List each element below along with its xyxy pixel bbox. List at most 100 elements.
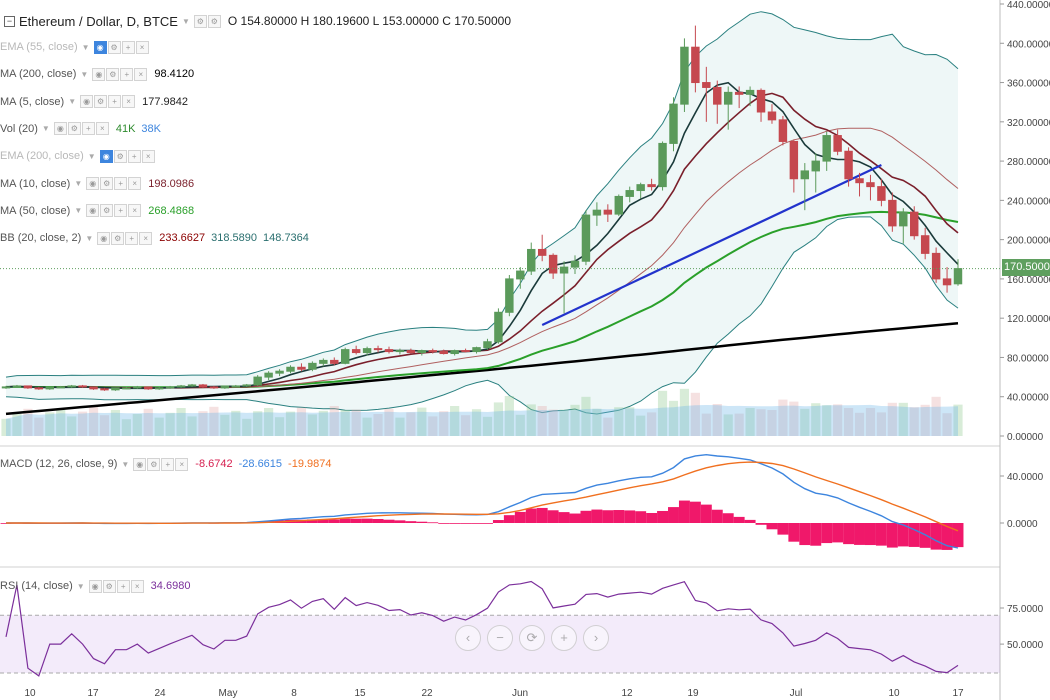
time-axis-label: 15 bbox=[354, 688, 366, 699]
settings-icon[interactable]: ⚙ bbox=[102, 579, 116, 593]
chevron-down-icon[interactable]: ▼ bbox=[87, 151, 96, 161]
chevron-down-icon[interactable]: ▼ bbox=[80, 69, 89, 79]
settings-icon[interactable]: ⚙ bbox=[100, 177, 114, 190]
scroll-left-button[interactable]: ‹ bbox=[455, 625, 481, 651]
chevron-down-icon[interactable]: ▼ bbox=[181, 16, 190, 26]
indicator-name[interactable]: MA (50, close) bbox=[0, 204, 71, 217]
macd-hist-bar bbox=[306, 519, 318, 523]
indicator-name[interactable]: MA (200, close) bbox=[0, 68, 77, 81]
eye-icon[interactable]: ◉ bbox=[86, 177, 100, 190]
volume-bar bbox=[406, 412, 416, 436]
close-icon[interactable]: × bbox=[135, 40, 149, 54]
chevron-down-icon[interactable]: ▼ bbox=[74, 206, 83, 216]
close-icon[interactable]: × bbox=[122, 95, 136, 109]
candle-body bbox=[734, 91, 744, 95]
candle-body bbox=[231, 385, 241, 388]
indicator-name[interactable]: MA (5, close) bbox=[0, 95, 65, 108]
indicator-name[interactable]: BB (20, close, 2) bbox=[0, 232, 82, 245]
chevron-down-icon[interactable]: ▼ bbox=[121, 459, 130, 469]
macd-hist-bar bbox=[580, 510, 592, 523]
volume-bar bbox=[439, 411, 449, 436]
volume-bar bbox=[12, 414, 22, 436]
scroll-right-button[interactable]: › bbox=[583, 625, 609, 651]
reset-chart-button[interactable]: ⟳ bbox=[519, 625, 545, 651]
settings-icon[interactable]: ⚙ bbox=[193, 14, 207, 28]
add-icon[interactable]: + bbox=[127, 149, 141, 163]
chevron-down-icon[interactable]: ▼ bbox=[68, 97, 77, 107]
settings-icon[interactable]: ⚙ bbox=[207, 14, 221, 28]
volume-bar bbox=[657, 390, 668, 436]
volume-bar bbox=[734, 413, 744, 436]
close-icon[interactable]: × bbox=[134, 67, 148, 81]
close-icon[interactable]: × bbox=[130, 579, 144, 593]
eye-icon[interactable]: ◉ bbox=[99, 149, 113, 163]
add-icon[interactable]: + bbox=[81, 122, 95, 136]
add-icon[interactable]: + bbox=[108, 95, 122, 109]
volume-bar bbox=[789, 401, 799, 436]
add-icon[interactable]: + bbox=[116, 579, 130, 593]
candle-body bbox=[406, 350, 416, 354]
indicator-name[interactable]: EMA (55, close) bbox=[0, 41, 78, 53]
zoom-in-button[interactable]: + bbox=[551, 625, 577, 651]
volume-bar bbox=[865, 408, 876, 436]
close-icon[interactable]: × bbox=[175, 457, 189, 471]
indicator-name[interactable]: Vol (20) bbox=[0, 122, 38, 135]
close-icon[interactable]: × bbox=[95, 122, 109, 136]
add-icon[interactable]: + bbox=[161, 457, 175, 471]
add-icon[interactable]: + bbox=[125, 231, 139, 245]
volume-bar bbox=[767, 410, 777, 436]
candle-body bbox=[450, 350, 459, 355]
macd-hist-bar bbox=[525, 508, 537, 523]
settings-icon[interactable]: ⚙ bbox=[111, 231, 125, 245]
indicator-toolbar: ◉ ⚙ + × bbox=[92, 67, 148, 81]
macd-hist-bar bbox=[886, 523, 898, 548]
eye-icon[interactable]: ◉ bbox=[93, 40, 107, 54]
settings-icon[interactable]: ⚙ bbox=[113, 149, 127, 163]
settings-icon[interactable]: ⚙ bbox=[100, 204, 114, 218]
settings-icon[interactable]: ⚙ bbox=[94, 95, 108, 109]
settings-icon[interactable]: ⚙ bbox=[107, 40, 121, 54]
close-icon[interactable]: × bbox=[128, 177, 142, 190]
macd-hist-bar bbox=[843, 523, 855, 545]
add-icon[interactable]: + bbox=[114, 204, 128, 218]
candle-body bbox=[1, 386, 11, 389]
settings-icon[interactable]: ⚙ bbox=[147, 457, 161, 471]
volume-bar bbox=[679, 388, 690, 436]
settings-icon[interactable]: ⚙ bbox=[67, 122, 81, 136]
add-icon[interactable]: + bbox=[114, 177, 128, 190]
chevron-down-icon[interactable]: ▼ bbox=[41, 124, 50, 134]
close-icon[interactable]: × bbox=[139, 231, 153, 245]
symbol-title[interactable]: Ethereum / Dollar, D, BTCE bbox=[19, 13, 178, 29]
add-icon[interactable]: + bbox=[120, 67, 134, 81]
eye-icon[interactable]: ◉ bbox=[97, 231, 111, 245]
rsi-axis-label: 50.0000 bbox=[1007, 640, 1044, 651]
candle-body bbox=[428, 350, 437, 353]
indicator-name[interactable]: MACD (12, 26, close, 9) bbox=[0, 458, 118, 470]
add-icon[interactable]: + bbox=[121, 40, 135, 54]
chevron-down-icon[interactable]: ▼ bbox=[85, 233, 94, 243]
zoom-out-button[interactable]: − bbox=[487, 625, 513, 651]
collapse-toggle-icon[interactable]: − bbox=[4, 15, 15, 27]
volume-bar bbox=[34, 417, 44, 436]
eye-icon[interactable]: ◉ bbox=[80, 95, 94, 109]
candle-body bbox=[669, 103, 678, 144]
eye-icon[interactable]: ◉ bbox=[86, 204, 100, 218]
settings-icon[interactable]: ⚙ bbox=[106, 67, 120, 81]
price-axis-label: 240.00000 bbox=[1007, 196, 1050, 207]
ma5-line bbox=[5, 81, 959, 390]
eye-icon[interactable]: ◉ bbox=[133, 457, 147, 471]
macd-hist-bar bbox=[547, 510, 559, 523]
time-axis-label: 17 bbox=[952, 688, 964, 699]
close-icon[interactable]: × bbox=[128, 204, 142, 218]
chevron-down-icon[interactable]: ▼ bbox=[81, 42, 90, 52]
indicator-name[interactable]: EMA (200, close) bbox=[0, 150, 84, 163]
indicator-name[interactable]: MA (10, close) bbox=[0, 177, 71, 190]
eye-icon[interactable]: ◉ bbox=[53, 122, 67, 136]
eye-icon[interactable]: ◉ bbox=[88, 579, 102, 593]
indicator-name[interactable]: RSI (14, close) bbox=[0, 580, 73, 592]
eye-icon[interactable]: ◉ bbox=[92, 67, 106, 81]
chevron-down-icon[interactable]: ▼ bbox=[74, 179, 83, 188]
close-icon[interactable]: × bbox=[141, 149, 155, 163]
chevron-down-icon[interactable]: ▼ bbox=[76, 581, 85, 591]
